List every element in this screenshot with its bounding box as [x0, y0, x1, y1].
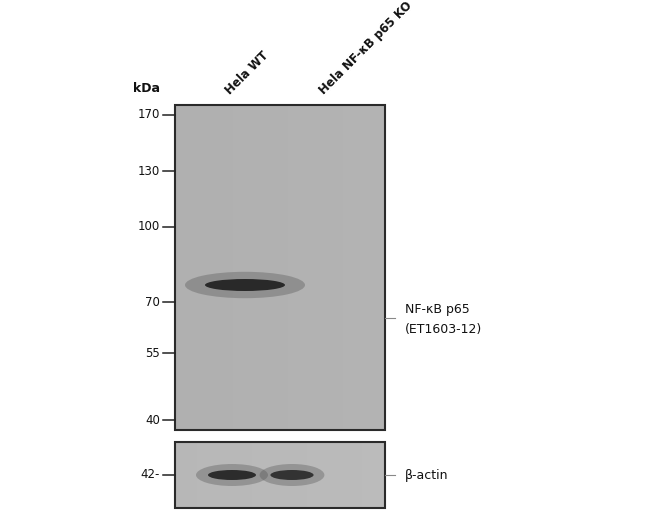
Text: 40: 40 [145, 414, 160, 427]
Text: Hela NF-κB p65 KO: Hela NF-κB p65 KO [317, 0, 415, 97]
Text: NF-κB p65: NF-κB p65 [405, 303, 470, 316]
Ellipse shape [259, 464, 324, 486]
Text: (ET1603-12): (ET1603-12) [405, 323, 482, 336]
Text: Hela WT: Hela WT [222, 49, 270, 97]
Ellipse shape [185, 272, 305, 298]
Bar [175, 442, 385, 508]
Text: kDa: kDa [133, 82, 160, 95]
Ellipse shape [196, 464, 268, 486]
Text: 170: 170 [138, 108, 160, 121]
Text: 55: 55 [145, 346, 160, 359]
Text: β-actin: β-actin [405, 469, 448, 482]
Bar [175, 105, 385, 430]
Text: 70: 70 [145, 295, 160, 308]
Ellipse shape [205, 279, 285, 291]
Ellipse shape [208, 470, 256, 480]
Text: 130: 130 [138, 165, 160, 178]
Text: 42-: 42- [140, 469, 160, 482]
Ellipse shape [270, 470, 313, 480]
Text: 100: 100 [138, 220, 160, 233]
